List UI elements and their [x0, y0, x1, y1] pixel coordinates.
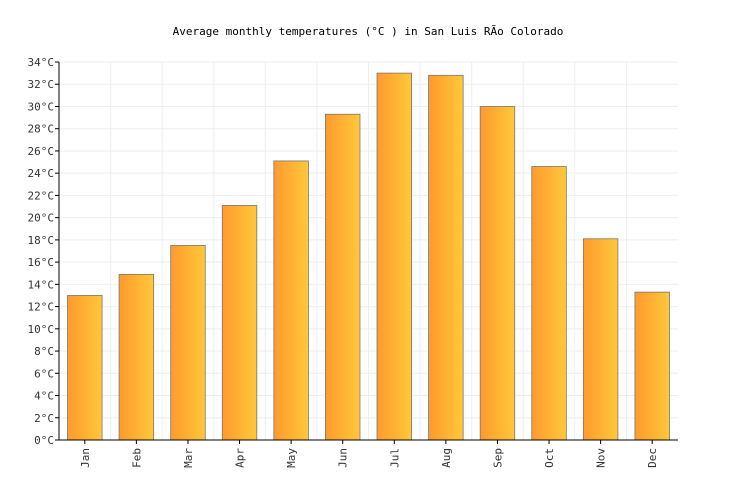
x-tick-label: Jun — [337, 448, 350, 468]
bar-aug — [428, 74, 464, 441]
y-tick-label: 12°C — [28, 301, 55, 314]
bar-sep — [479, 106, 516, 441]
y-tick-label: 30°C — [28, 100, 55, 113]
bar-mar — [170, 245, 206, 441]
y-tick-label: 0°C — [34, 434, 54, 447]
bar-may — [273, 160, 309, 441]
y-tick-label: 6°C — [34, 367, 54, 380]
bar-dec — [634, 291, 670, 441]
y-tick-label: 28°C — [28, 123, 55, 136]
bar-oct — [531, 166, 567, 441]
bar-jun — [325, 113, 361, 441]
bars — [67, 72, 670, 441]
y-tick-label: 32°C — [28, 78, 55, 91]
x-axis-labels: Jan Feb Mar Apr May Jun Jul Aug Sep Oct Nov Dec — [79, 440, 659, 468]
bar-nov — [582, 238, 619, 441]
y-tick-label: 22°C — [28, 189, 55, 202]
x-tick-label: Feb — [130, 448, 143, 468]
y-tick-label: 26°C — [28, 145, 55, 158]
x-tick-label: Dec — [646, 448, 659, 468]
y-tick-label: 34°C — [28, 56, 55, 69]
y-tick-label: 2°C — [34, 412, 54, 425]
y-axis-ticks: 0°C 2°C 4°C 6°C 8°C 10°C 12°C 14°C 16°C 18°C 20°C 2… — [28, 56, 59, 447]
y-tick-label: 16°C — [28, 256, 55, 269]
bar-apr — [221, 205, 258, 441]
bar-jan — [67, 295, 103, 441]
y-tick-label: 8°C — [34, 345, 54, 358]
x-tick-label: Sep — [491, 448, 504, 468]
x-tick-label: Aug — [440, 448, 453, 468]
y-tick-label: 24°C — [28, 167, 55, 180]
bar-jul — [376, 72, 412, 441]
x-tick-label: Nov — [595, 448, 608, 468]
x-tick-label: May — [285, 448, 298, 468]
x-tick-label: Jul — [388, 448, 401, 468]
axes — [58, 62, 678, 441]
x-tick-label: Jan — [79, 448, 92, 468]
y-tick-label: 18°C — [28, 234, 55, 247]
x-tick-label: Mar — [182, 448, 195, 468]
grid — [59, 61, 678, 441]
bar-feb — [118, 273, 155, 441]
y-tick-label: 14°C — [28, 278, 55, 291]
y-tick-label: 4°C — [34, 390, 54, 403]
y-tick-label: 20°C — [28, 212, 55, 225]
y-tick-label: 10°C — [28, 323, 55, 336]
x-tick-label: Apr — [234, 448, 247, 468]
chart-title: Average monthly temperatures (°C ) in Sa… — [173, 25, 564, 38]
x-tick-label: Oct — [543, 448, 556, 468]
